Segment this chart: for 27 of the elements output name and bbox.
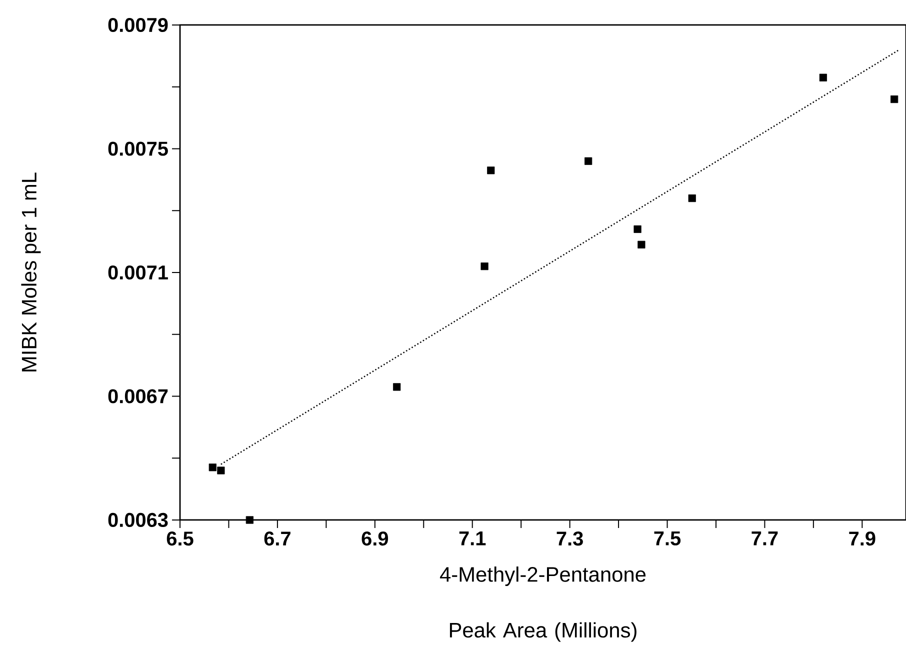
point (890, 95, 898, 104)
x-tick-label: 7.5 (654, 532, 681, 546)
text: 4-Methyl-2-Pentanone Peak Area (Millions) (440, 566, 646, 642)
y-tick-label: 0.0079 (108, 18, 168, 32)
x-tick-label: 7.9 (849, 532, 876, 546)
y-axis-title: MIBK Moles per 1 mL (21, 172, 41, 372)
point (634, 225, 642, 233)
point (480, 262, 488, 270)
y-tick-label: 0.0063 (108, 512, 168, 528)
y-tick-label: 0.0071 (108, 265, 168, 280)
point (246, 516, 254, 524)
x-tick-label: 6.9 (362, 532, 388, 546)
point (638, 240, 646, 248)
point (393, 383, 401, 391)
x-tick-label: 7.1 (459, 532, 486, 546)
x-tick-label: 7.7 (752, 532, 778, 546)
point (584, 157, 592, 165)
y-tick-label: 0.0075 (108, 142, 168, 156)
y-tick-label: 0.0067 (108, 389, 168, 404)
x-tick-label: 6.5 (166, 532, 194, 546)
point (217, 466, 225, 474)
point (487, 166, 495, 174)
point (208, 464, 216, 472)
x-tick-label: 6.7 (264, 532, 290, 546)
x-tick-label: 7.3 (556, 532, 583, 546)
point (688, 194, 696, 202)
point (819, 74, 827, 82)
